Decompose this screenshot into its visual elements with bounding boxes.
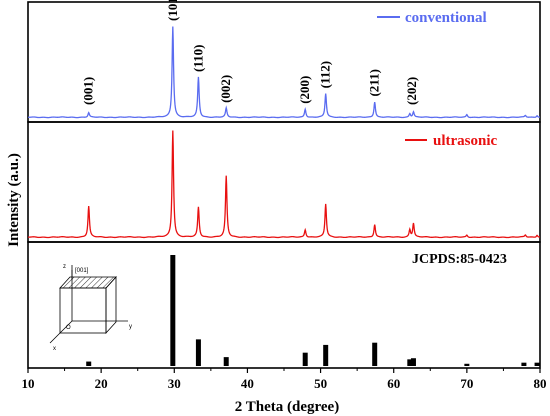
peak-label-1: (101) (165, 0, 180, 21)
cube-label-origin: O (66, 325, 71, 331)
legend-label-conventional: conventional (405, 10, 487, 26)
reference-stick-7 (407, 359, 413, 366)
x-tick-label-0: 10 (22, 376, 35, 391)
reference-stick-6 (372, 342, 378, 366)
reference-sticks-group (86, 255, 540, 366)
reference-stick-11 (534, 362, 540, 366)
reference-stick-3 (223, 357, 229, 366)
cube-label-y: y (129, 324, 132, 330)
crystal-cube-inset: [001] z y x O (49, 264, 132, 352)
cube-side-face (105, 275, 117, 335)
reference-stick-5 (323, 344, 329, 366)
x-tick-label-3: 40 (241, 376, 254, 391)
x-tick-label-6: 70 (460, 376, 473, 391)
reference-stick-1 (170, 255, 176, 366)
legend-ultrasonic: ultrasonic (405, 133, 498, 149)
peak-label-5: (112) (318, 61, 333, 88)
reference-stick-9 (464, 363, 470, 366)
peak-label-0: (001) (81, 77, 96, 105)
series-line-ultrasonic (27, 130, 540, 239)
reference-stick-2 (195, 339, 201, 366)
cube-axis-x (49, 320, 73, 344)
x-axis-title: 2 Theta (degree) (235, 399, 339, 415)
cube-label-x: x (53, 346, 56, 352)
legend-conventional: conventional (377, 10, 487, 26)
peak-annotations-group: (001) (101) (110) (002) (200) (112) (211) (202) (81, 0, 419, 105)
series-line-conventional (27, 26, 540, 119)
x-tick-label-7: 80 (534, 376, 547, 391)
cube-label-z: z (63, 264, 66, 270)
peak-label-3: (002) (218, 75, 233, 103)
reference-stick-10 (521, 362, 527, 366)
cube-direction-label: [001] (75, 268, 89, 274)
peak-label-2: (110) (190, 45, 205, 72)
x-tick-label-2: 30 (168, 376, 181, 391)
peak-label-6: (211) (367, 69, 382, 96)
reference-stick-0 (86, 361, 92, 366)
x-tick-label-1: 20 (95, 376, 108, 391)
x-tick-label-5: 60 (387, 376, 400, 391)
x-tick-label-4: 50 (314, 376, 327, 391)
reference-stick-8 (410, 358, 416, 366)
peak-label-7: (202) (404, 77, 419, 105)
reference-stick-4 (302, 352, 308, 366)
legend-label-ultrasonic: ultrasonic (433, 133, 498, 149)
reference-card-label: JCPDS:85-0423 (412, 252, 507, 267)
x-axis: 10 20 30 40 50 60 70 80 (22, 368, 547, 391)
peak-label-4: (200) (297, 76, 312, 104)
traces-group (27, 26, 540, 239)
y-axis-title: Intensity (a.u.) (6, 153, 22, 247)
